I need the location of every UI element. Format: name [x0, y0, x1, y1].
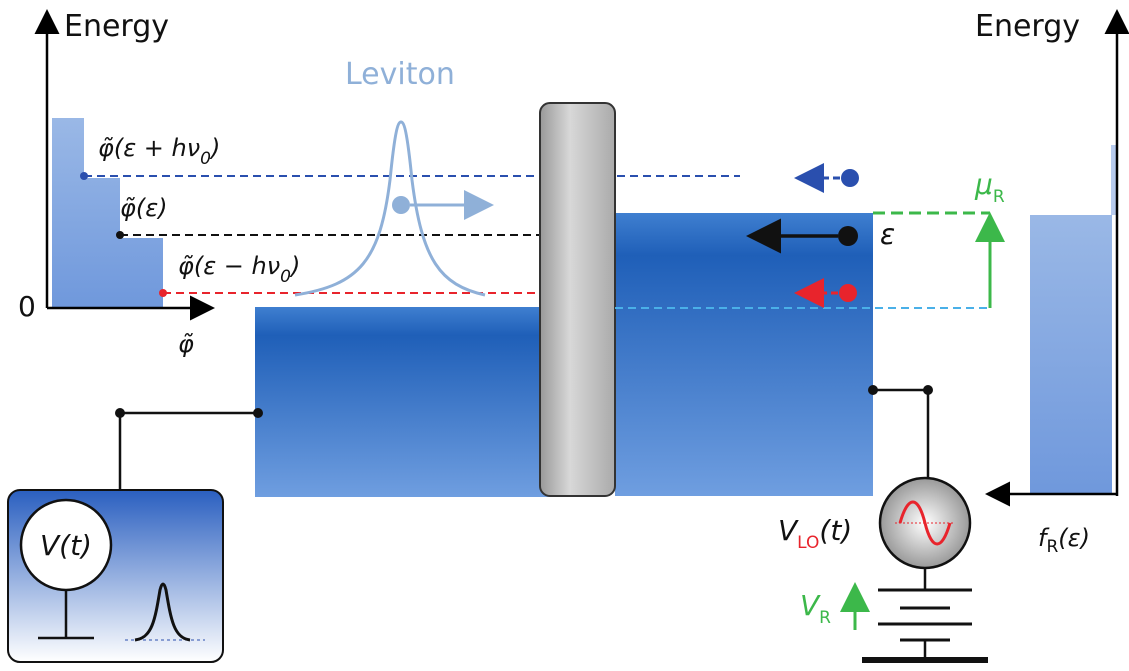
right-lead	[615, 213, 873, 496]
text: LO	[797, 533, 819, 553]
node	[868, 385, 878, 395]
phi-plus-label: φ̃(ε + hν0)	[98, 134, 220, 169]
text: )	[289, 252, 300, 280]
leviton-dot	[392, 196, 410, 214]
energy-label: Energy	[64, 9, 169, 44]
electron	[838, 226, 858, 246]
text: φ̃(ε + hν	[98, 134, 200, 162]
text: V	[778, 514, 799, 547]
diagram: Energy 0 φ̃ φ̃(ε + hν0) φ̃(ε) φ̃(ε − hν0…	[0, 0, 1129, 671]
v-r-label: VR	[800, 589, 831, 628]
wire	[120, 413, 258, 490]
electron	[841, 169, 859, 187]
energy-label: Energy	[975, 9, 1080, 44]
text: )	[209, 134, 220, 162]
text: 0	[280, 267, 291, 287]
level-dot	[80, 172, 88, 180]
text: R	[1046, 537, 1058, 557]
text: φ̃(ε − hν	[178, 252, 280, 280]
right-distribution	[1030, 215, 1112, 495]
phi-axis-label: φ̃	[178, 330, 194, 358]
text: R	[819, 608, 831, 628]
wire	[873, 390, 928, 478]
electron	[839, 284, 857, 302]
text: R	[993, 187, 1005, 207]
node	[115, 408, 125, 418]
leviton-pulse	[295, 122, 485, 295]
text: (t)	[819, 514, 852, 547]
node	[923, 385, 933, 395]
left-lead	[255, 307, 555, 497]
level-dot	[159, 289, 167, 297]
mu-label: μR	[974, 168, 1005, 207]
barrier	[540, 103, 615, 496]
text: V	[800, 589, 821, 622]
v-lo-label: VLO(t)	[778, 514, 852, 553]
zero-label: 0	[18, 290, 36, 323]
node	[253, 408, 263, 418]
text: 0	[200, 149, 211, 169]
phi-label: φ̃(ε)	[120, 194, 168, 222]
level-dot	[116, 231, 124, 239]
phi-minus-label: φ̃(ε − hν0)	[178, 252, 300, 287]
v-t-label: V(t)	[40, 529, 92, 562]
leviton-label: Leviton	[345, 57, 455, 92]
text: (ε)	[1058, 524, 1090, 552]
epsilon-label: ε	[880, 218, 895, 251]
f-label: fR(ε)	[1038, 524, 1090, 557]
text: μ	[974, 168, 993, 201]
